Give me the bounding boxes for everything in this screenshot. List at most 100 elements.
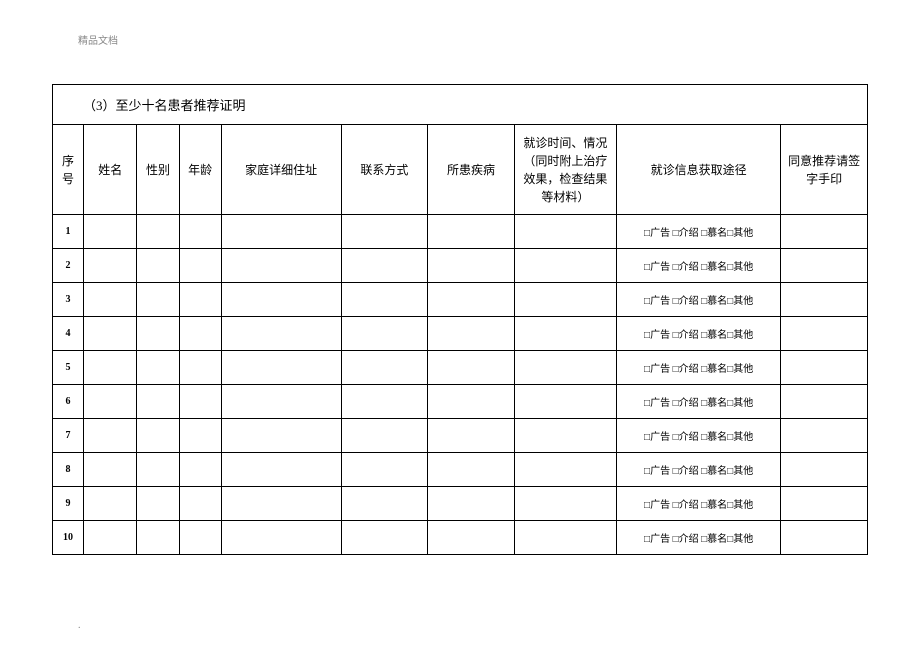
cell-name	[84, 487, 137, 521]
table-title-row: （3）至少十名患者推荐证明	[53, 85, 868, 125]
header-disease: 所患疾病	[428, 125, 515, 215]
cell-visit-info	[514, 521, 616, 555]
cell-visit-info	[514, 487, 616, 521]
cell-source: □广告 □介绍 □慕名□其他	[616, 521, 780, 555]
cell-gender	[137, 283, 179, 317]
cell-disease	[428, 215, 515, 249]
cell-address	[221, 283, 341, 317]
watermark-top: 精品文档	[78, 32, 118, 47]
cell-disease	[428, 453, 515, 487]
cell-seq: 6	[53, 385, 84, 419]
table-row: 1 □广告 □介绍 □慕名□其他	[53, 215, 868, 249]
cell-name	[84, 419, 137, 453]
cell-name	[84, 385, 137, 419]
cell-age	[179, 249, 221, 283]
cell-gender	[137, 453, 179, 487]
cell-visit-info	[514, 453, 616, 487]
cell-signature	[781, 215, 868, 249]
cell-address	[221, 521, 341, 555]
header-name: 姓名	[84, 125, 137, 215]
cell-visit-info	[514, 351, 616, 385]
cell-age	[179, 385, 221, 419]
header-source: 就诊信息获取途径	[616, 125, 780, 215]
cell-address	[221, 385, 341, 419]
cell-contact	[341, 351, 428, 385]
cell-disease	[428, 317, 515, 351]
cell-contact	[341, 215, 428, 249]
cell-seq: 1	[53, 215, 84, 249]
cell-source: □广告 □介绍 □慕名□其他	[616, 283, 780, 317]
table-row: 6 □广告 □介绍 □慕名□其他	[53, 385, 868, 419]
cell-disease	[428, 385, 515, 419]
cell-gender	[137, 487, 179, 521]
cell-source: □广告 □介绍 □慕名□其他	[616, 249, 780, 283]
cell-age	[179, 419, 221, 453]
cell-signature	[781, 419, 868, 453]
cell-seq: 5	[53, 351, 84, 385]
cell-signature	[781, 317, 868, 351]
header-gender: 性别	[137, 125, 179, 215]
cell-source: □广告 □介绍 □慕名□其他	[616, 215, 780, 249]
cell-gender	[137, 351, 179, 385]
cell-visit-info	[514, 249, 616, 283]
cell-disease	[428, 351, 515, 385]
header-seq: 序号	[53, 125, 84, 215]
table-row: 4 □广告 □介绍 □慕名□其他	[53, 317, 868, 351]
header-address: 家庭详细住址	[221, 125, 341, 215]
cell-address	[221, 351, 341, 385]
cell-gender	[137, 419, 179, 453]
cell-age	[179, 521, 221, 555]
header-signature: 同意推荐请签字手印	[781, 125, 868, 215]
table-row: 9 □广告 □介绍 □慕名□其他	[53, 487, 868, 521]
cell-seq: 4	[53, 317, 84, 351]
cell-seq: 10	[53, 521, 84, 555]
cell-age	[179, 453, 221, 487]
cell-address	[221, 419, 341, 453]
cell-seq: 3	[53, 283, 84, 317]
header-visit-info: 就诊时间、情况（同时附上治疗效果，检查结果等材料）	[514, 125, 616, 215]
cell-signature	[781, 249, 868, 283]
cell-age	[179, 351, 221, 385]
cell-name	[84, 317, 137, 351]
cell-signature	[781, 283, 868, 317]
cell-address	[221, 487, 341, 521]
cell-signature	[781, 487, 868, 521]
cell-age	[179, 215, 221, 249]
cell-signature	[781, 351, 868, 385]
table-row: 7 □广告 □介绍 □慕名□其他	[53, 419, 868, 453]
cell-age	[179, 283, 221, 317]
table-row: 5 □广告 □介绍 □慕名□其他	[53, 351, 868, 385]
cell-address	[221, 249, 341, 283]
cell-name	[84, 351, 137, 385]
cell-seq: 7	[53, 419, 84, 453]
cell-contact	[341, 419, 428, 453]
watermark-bottom: .	[78, 620, 81, 631]
cell-contact	[341, 317, 428, 351]
table-row: 8 □广告 □介绍 □慕名□其他	[53, 453, 868, 487]
cell-gender	[137, 317, 179, 351]
cell-gender	[137, 521, 179, 555]
cell-address	[221, 215, 341, 249]
cell-disease	[428, 249, 515, 283]
cell-visit-info	[514, 215, 616, 249]
cell-contact	[341, 487, 428, 521]
cell-source: □广告 □介绍 □慕名□其他	[616, 317, 780, 351]
cell-address	[221, 453, 341, 487]
cell-signature	[781, 521, 868, 555]
cell-source: □广告 □介绍 □慕名□其他	[616, 487, 780, 521]
header-age: 年龄	[179, 125, 221, 215]
cell-source: □广告 □介绍 □慕名□其他	[616, 385, 780, 419]
cell-source: □广告 □介绍 □慕名□其他	[616, 419, 780, 453]
cell-address	[221, 317, 341, 351]
cell-contact	[341, 453, 428, 487]
cell-visit-info	[514, 385, 616, 419]
cell-age	[179, 317, 221, 351]
cell-name	[84, 249, 137, 283]
cell-name	[84, 453, 137, 487]
cell-name	[84, 283, 137, 317]
cell-contact	[341, 249, 428, 283]
cell-contact	[341, 385, 428, 419]
cell-signature	[781, 453, 868, 487]
table-row: 10 □广告 □介绍 □慕名□其他	[53, 521, 868, 555]
cell-source: □广告 □介绍 □慕名□其他	[616, 351, 780, 385]
